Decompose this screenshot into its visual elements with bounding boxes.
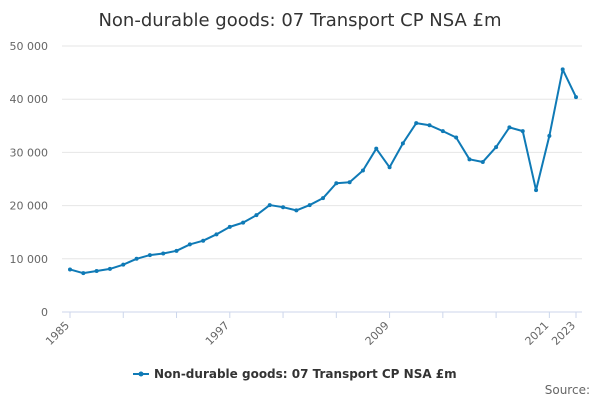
source-label: Source: [545,383,590,397]
x-tick-label: 2023 [549,319,578,348]
data-point[interactable] [440,129,445,134]
data-point[interactable] [427,123,432,128]
data-point[interactable] [121,262,126,267]
x-tick-label: 1997 [203,319,232,348]
y-tick-label: 20 000 [10,200,49,213]
data-point[interactable] [534,188,539,193]
data-point[interactable] [387,165,392,170]
series-group [68,67,578,276]
x-tick-label: 1985 [43,319,72,348]
data-point[interactable] [347,180,352,185]
grid-lines [62,45,582,313]
data-point[interactable] [360,168,365,173]
data-point[interactable] [134,256,139,261]
data-point[interactable] [227,224,232,229]
chart-title: Non-durable goods: 07 Transport CP NSA £… [98,10,501,31]
data-point[interactable] [267,203,272,208]
y-tick-label: 10 000 [10,253,49,266]
legend[interactable]: Non-durable goods: 07 Transport CP NSA £… [133,367,457,381]
y-tick-label: 40 000 [10,93,49,106]
data-point[interactable] [294,208,299,213]
data-point[interactable] [94,269,99,274]
data-point[interactable] [201,238,206,243]
data-point[interactable] [214,232,219,237]
data-point[interactable] [400,141,405,146]
data-point[interactable] [560,67,565,72]
data-point[interactable] [480,159,485,164]
y-axis-labels: 0 10 000 20 000 30 000 40 000 50 000 [10,40,49,319]
data-point[interactable] [414,121,419,126]
data-point[interactable] [161,251,166,256]
y-tick-label: 0 [41,306,48,319]
x-tick-label: 2021 [522,319,551,348]
data-point[interactable] [68,267,72,272]
data-point[interactable] [334,181,339,186]
data-point[interactable] [321,196,325,201]
data-point[interactable] [241,220,246,225]
data-point[interactable] [374,146,379,151]
legend-point-marker [138,371,144,377]
data-point[interactable] [307,203,312,208]
data-point[interactable] [187,242,192,247]
x-tick-label: 2009 [363,319,392,348]
data-point[interactable] [574,95,578,100]
data-point[interactable] [254,213,259,218]
y-tick-label: 30 000 [10,146,49,159]
data-point[interactable] [174,248,179,253]
data-point[interactable] [547,133,552,138]
data-point[interactable] [467,157,472,162]
data-point[interactable] [107,266,112,271]
data-point[interactable] [494,145,499,150]
series-line [69,68,577,275]
data-point[interactable] [281,205,286,210]
data-point[interactable] [81,271,86,276]
y-tick-label: 50 000 [10,40,49,53]
data-point[interactable] [507,125,512,130]
data-point[interactable] [147,253,152,258]
data-point[interactable] [520,129,525,134]
legend-series-label: Non-durable goods: 07 Transport CP NSA £… [154,367,457,381]
data-point[interactable] [454,135,459,140]
